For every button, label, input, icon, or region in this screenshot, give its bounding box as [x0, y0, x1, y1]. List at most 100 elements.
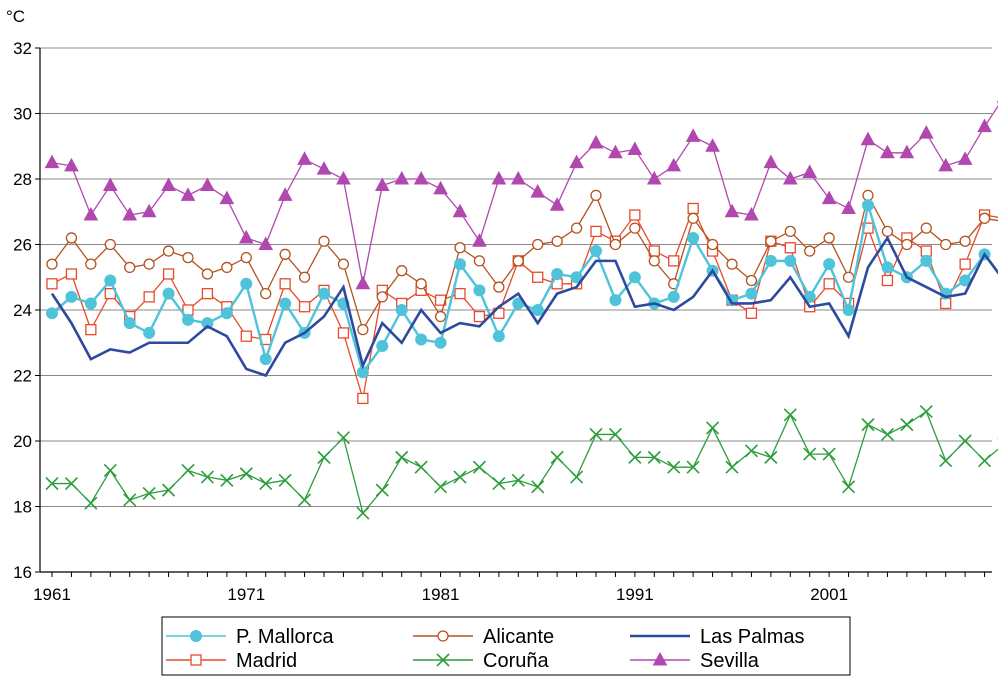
data-point — [434, 310, 447, 323]
data-point — [531, 480, 545, 494]
data-point — [260, 287, 272, 300]
y-tick-label: 22 — [13, 367, 32, 386]
data-point — [162, 483, 176, 497]
data-point — [83, 206, 99, 221]
data-point — [278, 473, 292, 487]
legend-swatch-marker — [190, 630, 202, 642]
data-point — [784, 225, 796, 238]
data-point — [822, 447, 836, 461]
data-point — [823, 278, 835, 290]
data-point — [220, 473, 234, 487]
data-point — [122, 206, 138, 221]
legend-item-coru-a: Coruña — [413, 650, 549, 672]
data-point — [472, 233, 487, 247]
y-tick-label: 16 — [13, 563, 32, 582]
data-point — [646, 170, 662, 185]
data-point — [532, 271, 544, 283]
legend-label: Alicante — [483, 626, 554, 648]
data-point — [65, 232, 78, 244]
data-point — [764, 450, 778, 464]
data-point — [123, 493, 137, 507]
legend-swatch-marker — [652, 651, 668, 666]
data-point — [64, 477, 78, 491]
data-point — [899, 144, 915, 159]
data-point — [317, 450, 331, 464]
y-tick-label: 28 — [13, 170, 32, 189]
data-point — [861, 418, 875, 432]
data-point — [804, 245, 816, 257]
y-tick-label: 20 — [13, 432, 32, 451]
data-point — [687, 231, 700, 244]
x-tick-label: 1961 — [33, 585, 71, 604]
legend-label: Sevilla — [700, 650, 760, 672]
series-line-las-palmas — [50, 235, 998, 378]
data-point — [454, 287, 466, 300]
data-point — [141, 203, 157, 218]
data-point — [569, 154, 584, 169]
y-tick-labels: 16 18 20 22 24 26 28 30 32 — [13, 39, 40, 582]
data-point — [297, 151, 312, 165]
legend-item-p-mallorca: P. Mallorca — [166, 626, 334, 648]
data-point — [784, 242, 796, 254]
data-point — [842, 304, 855, 316]
data-point — [434, 336, 447, 349]
data-point — [279, 278, 291, 290]
data-point — [609, 294, 622, 307]
data-point — [512, 255, 524, 267]
x-tick-label: 2001 — [810, 585, 848, 604]
data-point — [65, 290, 78, 303]
data-point — [259, 477, 273, 491]
data-point — [744, 206, 759, 221]
data-point — [881, 225, 894, 238]
data-point — [259, 353, 272, 366]
data-point — [666, 157, 682, 172]
data-point — [298, 493, 312, 507]
data-point — [745, 287, 758, 300]
legend-swatch-marker — [190, 654, 202, 666]
data-point — [549, 197, 565, 211]
data-point — [648, 255, 660, 267]
data-point — [220, 307, 233, 320]
data-point — [493, 281, 505, 293]
data-point — [823, 232, 835, 244]
data-point — [842, 480, 856, 494]
data-point — [920, 222, 932, 234]
legend: P. Mallorca Alicante Las Palmas Madrid Coruñ… — [161, 616, 851, 676]
x-tick-labels: 1961 1971 1981 1991 2001 — [33, 572, 986, 604]
data-point — [316, 161, 332, 175]
legend-label: Las Palmas — [700, 626, 805, 648]
data-point — [668, 255, 680, 267]
data-point — [492, 477, 506, 491]
data-point — [782, 170, 798, 185]
data-point — [492, 330, 505, 343]
series-p-mallorca — [46, 199, 998, 379]
legend-frame — [161, 616, 851, 676]
y-tick-label: 18 — [13, 498, 32, 517]
data-point — [279, 297, 292, 310]
data-point — [940, 238, 952, 251]
data-point — [842, 271, 855, 283]
data-point — [705, 138, 720, 152]
series-las-palmas — [50, 235, 998, 378]
data-point — [745, 274, 758, 287]
y-axis-unit-label: °C — [6, 7, 25, 26]
data-point — [920, 254, 933, 267]
data-point — [452, 203, 468, 218]
data-point — [336, 170, 351, 185]
series-coru-a — [45, 404, 998, 520]
x-tick-label: 1981 — [422, 585, 460, 604]
legend-label: Coruña — [483, 650, 549, 672]
data-point — [46, 278, 58, 290]
data-point — [454, 242, 466, 254]
data-point — [123, 317, 136, 330]
data-point — [434, 480, 448, 494]
data-point — [590, 245, 602, 258]
data-point — [667, 460, 681, 474]
data-point — [84, 496, 98, 510]
data-point — [357, 323, 369, 336]
legend-label: Madrid — [236, 650, 297, 672]
data-point — [551, 267, 564, 280]
data-point — [394, 170, 410, 185]
data-point — [85, 323, 97, 336]
